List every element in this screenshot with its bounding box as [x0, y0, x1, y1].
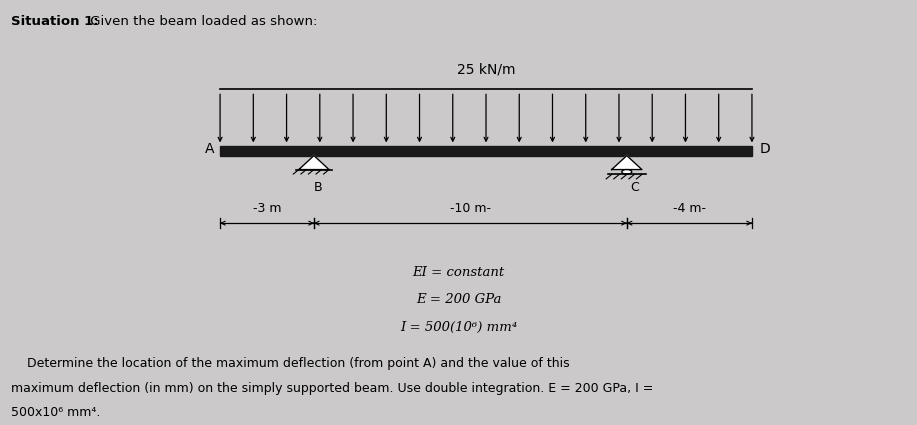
Text: -10 m-: -10 m- [450, 202, 491, 215]
Text: A: A [205, 142, 215, 156]
Polygon shape [299, 156, 329, 170]
Text: Determine the location of the maximum deflection (from point A) and the value of: Determine the location of the maximum de… [11, 357, 569, 370]
Text: Given the beam loaded as shown:: Given the beam loaded as shown: [86, 15, 317, 28]
Text: EI = constant: EI = constant [413, 266, 504, 279]
Text: I = 500(10⁶) mm⁴: I = 500(10⁶) mm⁴ [400, 321, 517, 334]
Text: -3 m: -3 m [253, 202, 282, 215]
Text: Situation 1:: Situation 1: [11, 15, 99, 28]
Text: C: C [630, 181, 638, 194]
Text: 25 kN/m: 25 kN/m [457, 62, 515, 76]
Text: D: D [759, 142, 770, 156]
Bar [220, 146, 752, 156]
Text: 500x10⁶ mm⁴.: 500x10⁶ mm⁴. [11, 406, 100, 419]
Text: maximum deflection (in mm) on the simply supported beam. Use double integration.: maximum deflection (in mm) on the simply… [11, 382, 654, 395]
Text: E = 200 GPa: E = 200 GPa [415, 293, 502, 306]
Polygon shape [612, 156, 642, 170]
Circle shape [622, 170, 632, 174]
Text: -4 m-: -4 m- [673, 202, 706, 215]
Text: B: B [314, 181, 322, 194]
